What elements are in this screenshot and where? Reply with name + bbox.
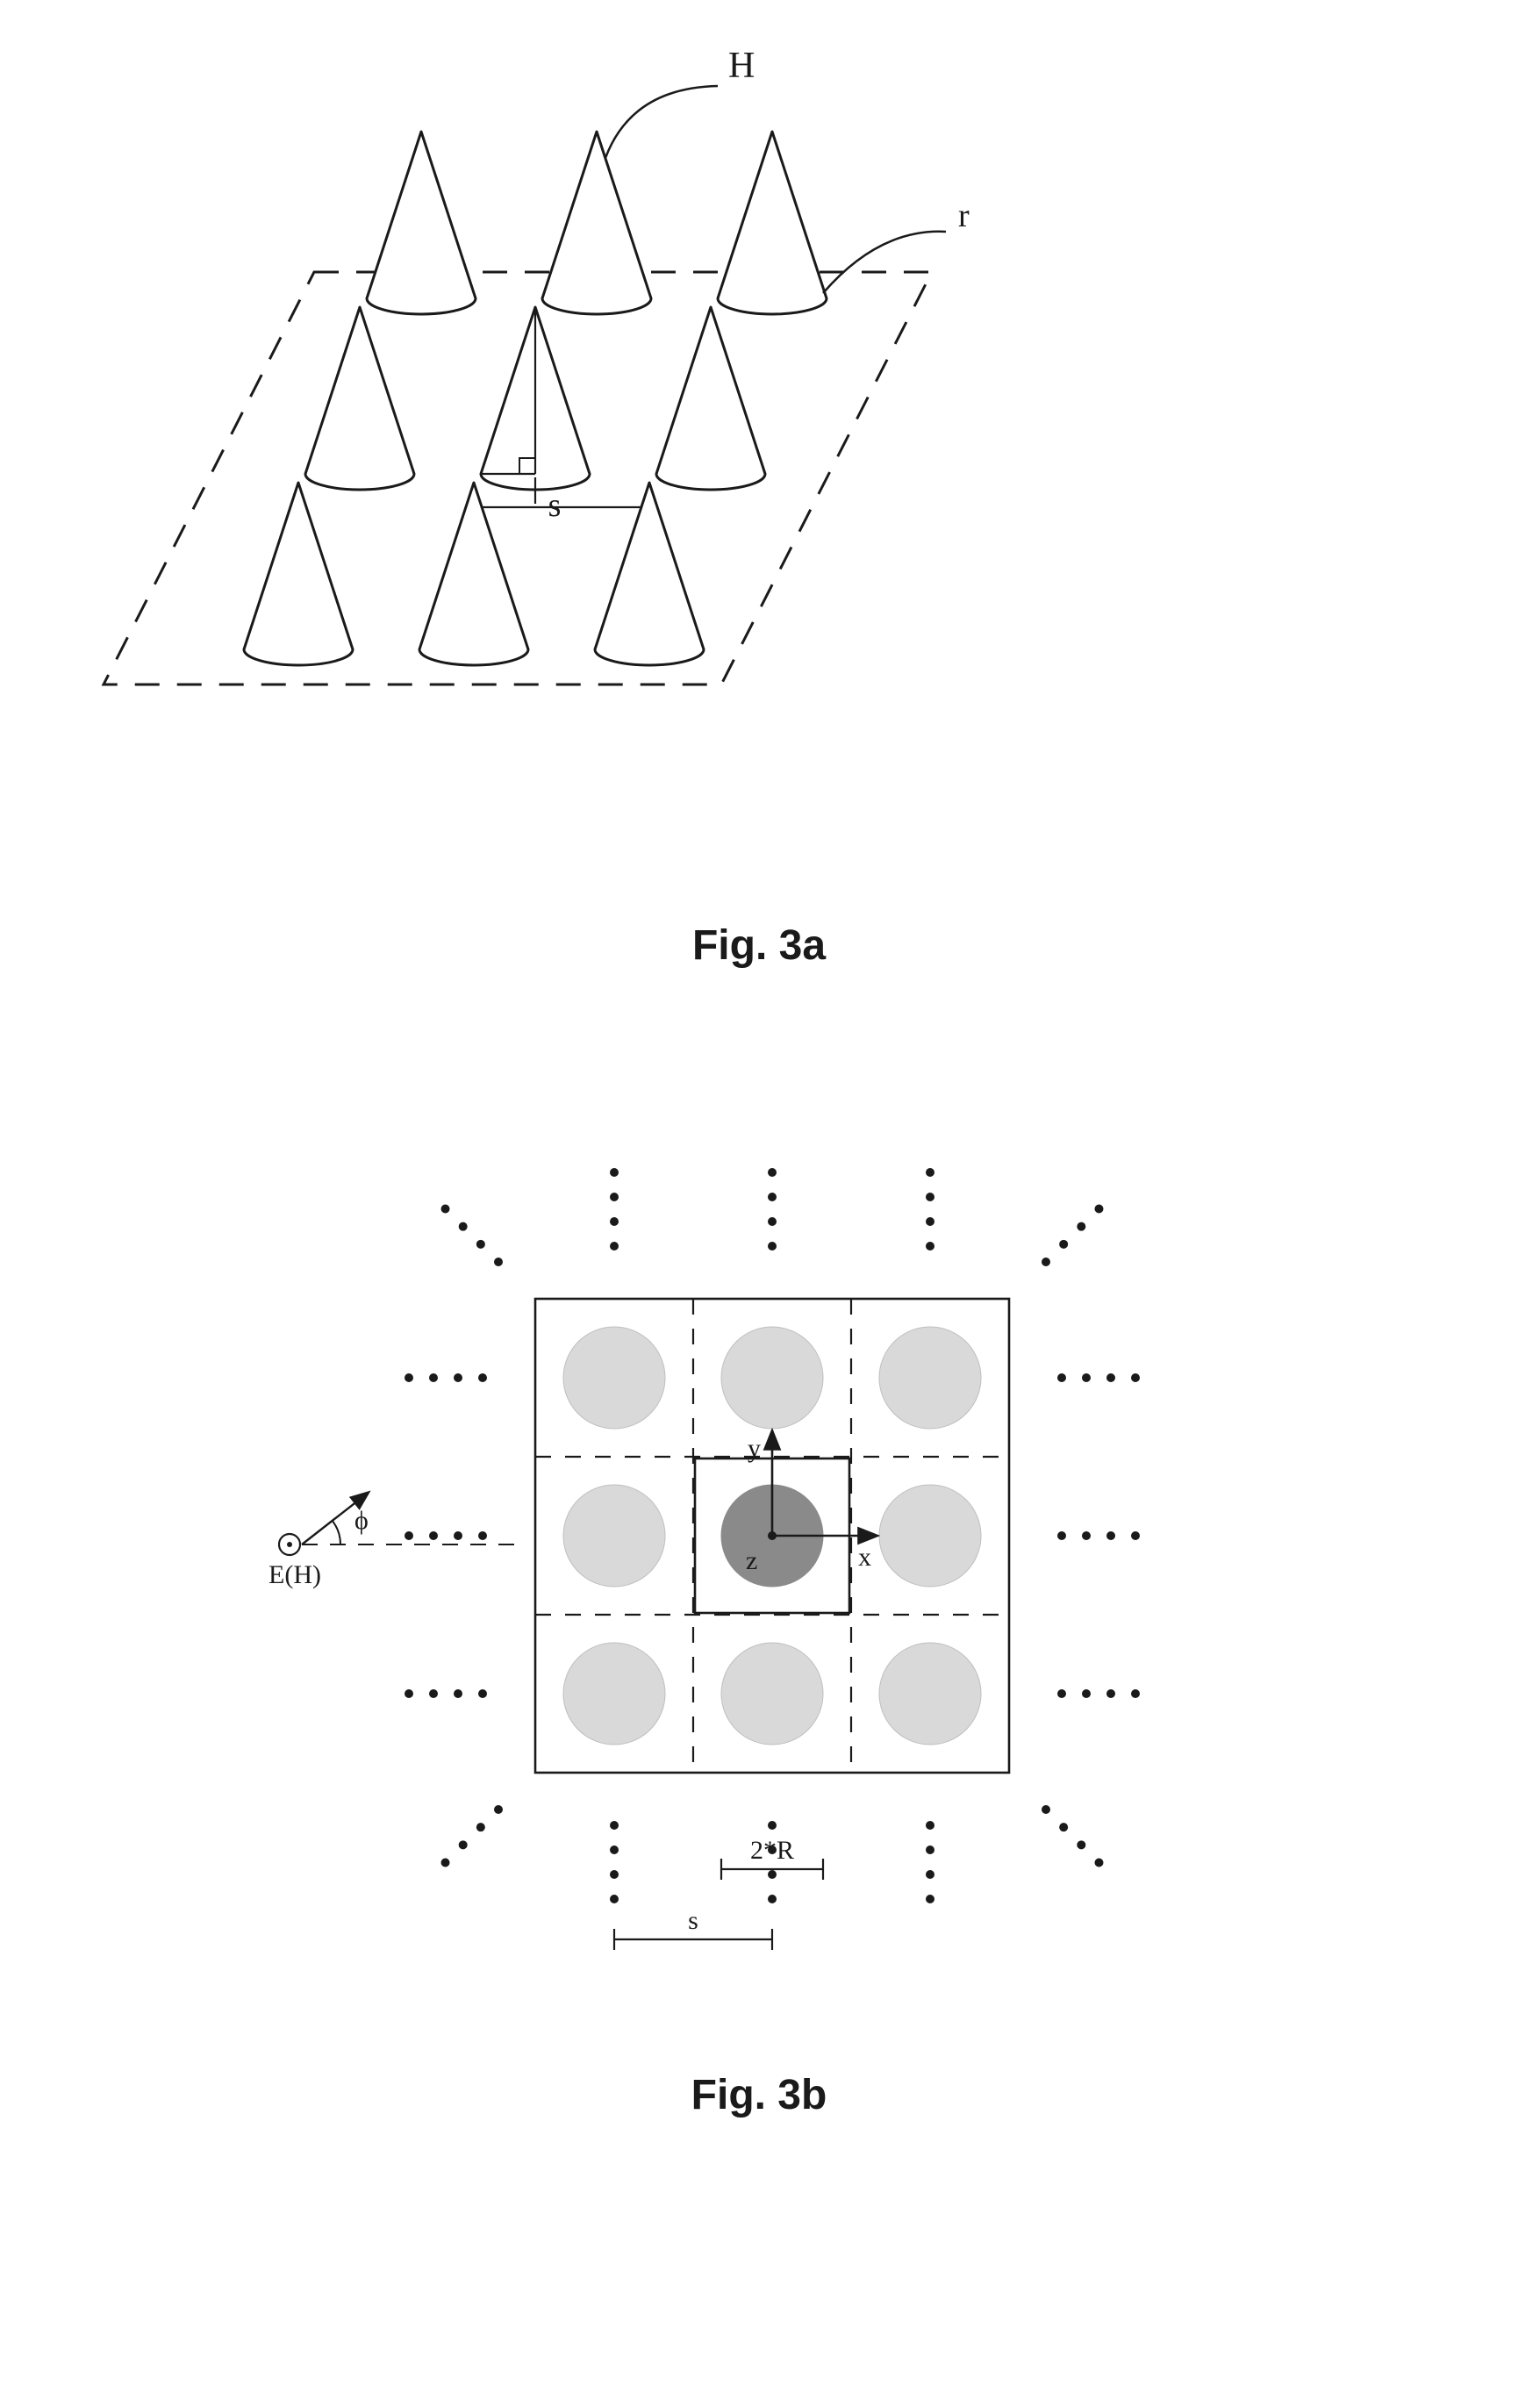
cone <box>542 132 651 314</box>
grid-circle <box>563 1485 665 1587</box>
axis-z: z <box>746 1546 757 1575</box>
figure-3a: s Hr <box>0 0 1518 921</box>
svg-text:2*R: 2*R <box>750 1836 794 1865</box>
axis-y: y <box>748 1434 761 1463</box>
axis-x: x <box>858 1543 871 1572</box>
cone <box>367 132 476 314</box>
label-H: H <box>728 46 755 86</box>
leader-H <box>605 86 718 158</box>
figure-3b: x y z ϕ E(H) 2*R s <box>0 1053 1518 2045</box>
cone <box>419 483 528 665</box>
svg-text:s: s <box>688 1906 698 1935</box>
cone <box>244 483 353 665</box>
grid-circle <box>879 1485 981 1587</box>
cone <box>305 307 414 490</box>
cone <box>656 307 765 490</box>
label-r: r <box>958 197 970 234</box>
page: s Hr Fig. 3a x y z ϕ E(H) 2*R s Fig. 3b <box>0 0 1518 2408</box>
label-phi: ϕ <box>354 1506 369 1535</box>
cone <box>595 483 704 665</box>
grid-circle <box>721 1643 823 1745</box>
caption-3b: Fig. 3b <box>0 2071 1518 2119</box>
cone <box>481 307 590 490</box>
label-s: s <box>548 487 562 524</box>
grid-circle <box>563 1643 665 1745</box>
caption-3a: Fig. 3a <box>0 921 1518 970</box>
grid-circle <box>879 1643 981 1745</box>
cone <box>718 132 827 314</box>
leader-r <box>823 232 946 293</box>
grid-circle <box>563 1327 665 1429</box>
grid-circle <box>879 1327 981 1429</box>
grid-circle <box>721 1327 823 1429</box>
label-EH: E(H) <box>269 1560 321 1589</box>
